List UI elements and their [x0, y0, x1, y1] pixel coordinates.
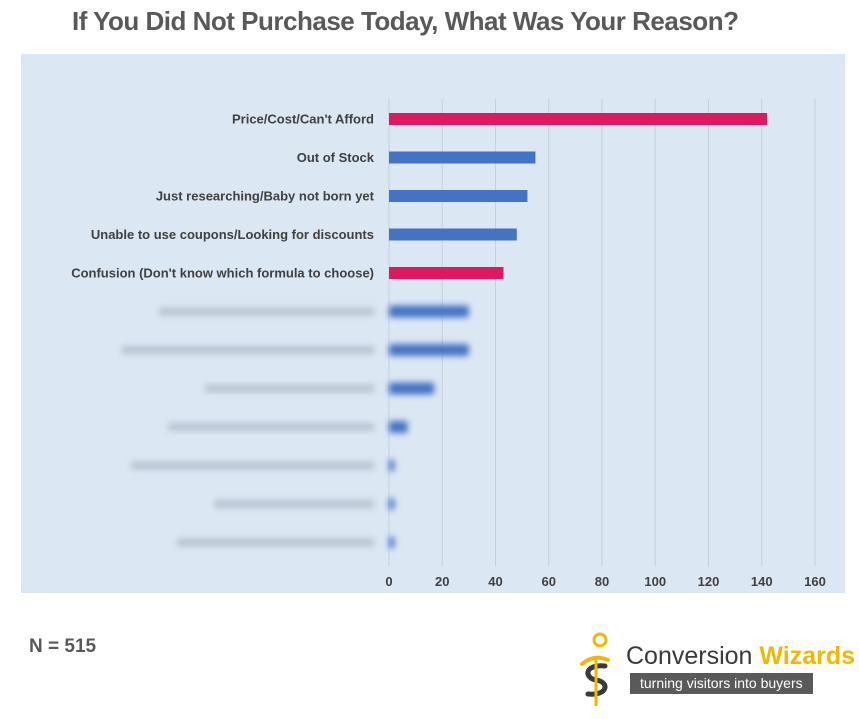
category-labels: Price/Cost/Can't Afford Out of Stock Just … — [71, 112, 375, 281]
conversion-wizards-logo: Conversion Wizards turning visitors into… — [572, 630, 855, 710]
bar — [389, 459, 395, 472]
chart-title: If You Did Not Purchase Today, What Was … — [72, 6, 739, 36]
blurred-category-label — [122, 346, 374, 354]
x-tick-label: 140 — [751, 574, 773, 589]
sample-size-label: N = 515 — [29, 636, 97, 657]
blurred-category-label — [168, 423, 374, 431]
x-tick-label: 0 — [385, 574, 392, 589]
gridlines — [388, 99, 816, 566]
x-tick-label: 100 — [644, 574, 666, 589]
chart-panel: Price/Cost/Can't Afford Out of Stock Just … — [21, 54, 845, 593]
bar — [389, 421, 408, 433]
logo-name-part2: Wizards — [759, 642, 856, 670]
blurred-section — [122, 305, 469, 549]
blurred-category-label — [131, 461, 374, 470]
x-tick-label: 20 — [435, 574, 449, 589]
wizard-logo-icon — [580, 632, 610, 706]
blurred-category-label — [205, 384, 374, 393]
logo-name-part1: Conversion — [626, 642, 760, 670]
bar — [389, 536, 395, 549]
bar — [389, 305, 469, 318]
bar — [389, 267, 504, 279]
blurred-category-label — [177, 538, 374, 547]
category-label: Out of Stock — [297, 150, 375, 165]
blurred-category-label — [214, 500, 374, 508]
bar — [389, 113, 768, 125]
x-tick-label: 40 — [488, 574, 502, 589]
bars — [389, 113, 768, 279]
x-tick-label: 160 — [804, 574, 826, 589]
logo-name: Conversion Wizards — [626, 642, 855, 671]
blurred-category-label — [159, 307, 374, 316]
bar-chart: Price/Cost/Can't Afford Out of Stock Just … — [71, 99, 826, 589]
x-tick-label: 60 — [542, 574, 556, 589]
x-axis-ticks: 0 20 40 60 80 100 120 140 160 — [385, 574, 825, 589]
category-label: Just researching/Baby not born yet — [156, 189, 375, 204]
logo-tagline: turning visitors into buyers — [630, 673, 813, 694]
bar — [389, 228, 517, 241]
bar — [389, 190, 528, 202]
bar — [389, 382, 435, 395]
bar — [389, 344, 469, 356]
category-label: Confusion (Don't know which formula to c… — [71, 266, 374, 281]
bar — [389, 151, 536, 164]
category-label: Price/Cost/Can't Afford — [232, 112, 374, 127]
x-tick-label: 80 — [595, 574, 609, 589]
category-label: Unable to use coupons/Looking for discou… — [91, 227, 374, 242]
x-tick-label: 120 — [698, 574, 720, 589]
bar — [389, 498, 395, 510]
